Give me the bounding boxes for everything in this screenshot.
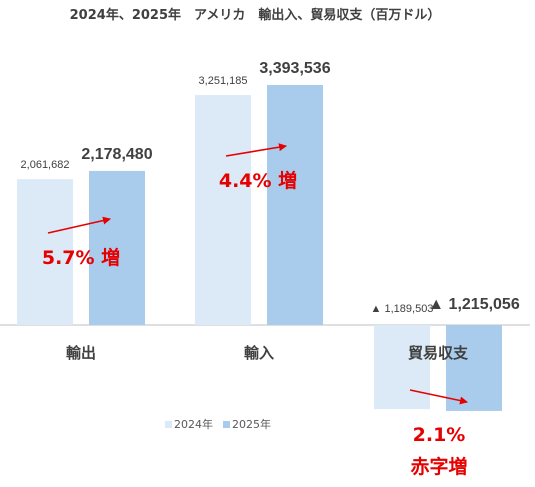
bar-2-series-0	[374, 325, 430, 410]
data-label-0-series-1: 2,178,480	[81, 146, 152, 163]
legend-swatch-0	[165, 421, 172, 428]
annotation-arrow-0	[47, 216, 111, 234]
legend-label-1: 2025年	[232, 417, 271, 431]
annotation-text-0-0: 5.7% 増	[42, 246, 120, 269]
bar-2-series-1	[446, 325, 502, 411]
category-label-2: 貿易収支	[408, 344, 469, 362]
labels-group: 2,061,682 2,178,480 輸出 3,251,185 3,393,536 輸入…	[21, 60, 520, 362]
category-label-0: 輸出	[66, 344, 96, 362]
annotations-group: 5.7% 増 4.4% 増 2.1% 赤字増	[42, 143, 468, 478]
data-label-2-series-1: ▲ 1,215,056	[428, 296, 520, 313]
data-label-1-series-1: 3,393,536	[259, 60, 330, 77]
category-label-1: 輸入	[244, 344, 274, 362]
bar-0-series-0	[17, 179, 73, 325]
legend-label-0: 2024年	[174, 417, 213, 431]
bars-group	[17, 85, 502, 411]
annotation-arrow-1	[225, 143, 287, 157]
annotation-text-1-0: 4.4% 増	[219, 169, 297, 192]
data-label-1-series-0: 3,251,185	[199, 75, 248, 87]
legend-swatch-1	[223, 421, 230, 428]
data-label-0-series-0: 2,061,682	[21, 159, 70, 171]
chart-title: 2024年、2025年 アメリカ 輸出入、貿易収支（百万ドル）	[70, 7, 441, 23]
annotation-text-2-0: 2.1%	[413, 424, 466, 446]
data-label-2-series-0: ▲ 1,189,503	[371, 303, 434, 315]
annotation-arrow-2	[409, 389, 468, 405]
annotation-text-2-1: 赤字増	[410, 455, 467, 478]
bar-1-series-1	[267, 85, 323, 325]
legend: 2024年 2025年	[165, 417, 271, 431]
bar-1-series-0	[195, 95, 251, 325]
bar-0-series-1	[89, 170, 145, 325]
